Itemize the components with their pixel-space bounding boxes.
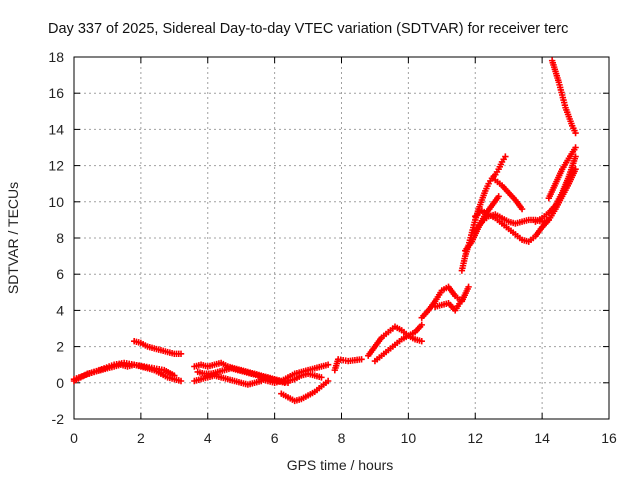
x-tick-label: 8: [338, 430, 346, 446]
chart-title: Day 337 of 2025, Sidereal Day-to-day VTE…: [48, 21, 568, 37]
series-track-7: [278, 377, 332, 405]
x-tick-label: 16: [601, 430, 617, 446]
series-track-3: [130, 337, 185, 358]
y-tick-label: 4: [56, 302, 64, 318]
series-track-13: [418, 283, 472, 321]
y-tick-label: 12: [48, 158, 64, 174]
axis-ticks: 0 2 4 6 8 10 12 14 16 -2 0 2 4 6 8 10 12 14 16 18: [48, 49, 617, 446]
series-track-12: [371, 321, 425, 365]
series-track-16: [462, 193, 502, 254]
data-point: [324, 377, 332, 385]
x-axis-label: GPS time / hours: [287, 457, 394, 473]
data-point: [177, 377, 185, 385]
data-point: [572, 144, 579, 151]
data-point: [465, 283, 472, 291]
series-track-5: [191, 372, 265, 388]
data-point: [318, 374, 325, 381]
data-point: [518, 205, 526, 213]
data-point: [502, 153, 509, 160]
series-track-23: [548, 57, 579, 137]
y-tick-label: 8: [56, 230, 64, 246]
data-point: [171, 372, 178, 379]
x-tick-label: 14: [534, 430, 550, 446]
y-tick-label: 0: [56, 375, 64, 391]
series-track-22: [545, 144, 579, 202]
series-track-21: [538, 166, 579, 231]
y-tick-label: 16: [48, 85, 64, 101]
data-points: [70, 57, 579, 405]
y-axis-label: SDTVAR / TECUs: [5, 182, 21, 294]
data-point: [324, 361, 332, 368]
data-point: [572, 129, 579, 137]
series-track-10: [331, 356, 365, 374]
grid-lines: [74, 57, 609, 419]
y-tick-label: -2: [52, 411, 65, 427]
series-track-19: [492, 176, 526, 213]
x-tick-label: 10: [401, 430, 417, 446]
series-track-18: [472, 207, 546, 245]
y-tick-label: 6: [56, 266, 64, 282]
data-point: [358, 356, 365, 363]
data-point: [458, 296, 466, 303]
data-point: [177, 350, 185, 358]
x-tick-label: 2: [137, 430, 145, 446]
data-point: [495, 193, 502, 200]
series-track-9: [284, 370, 325, 385]
data-point: [281, 379, 288, 386]
y-tick-label: 2: [56, 339, 64, 355]
y-tick-label: 14: [48, 121, 64, 137]
data-point: [418, 337, 425, 345]
x-tick-label: 0: [70, 430, 78, 446]
x-tick-label: 4: [204, 430, 212, 446]
y-tick-label: 18: [48, 49, 64, 65]
y-tick-label: 10: [48, 194, 64, 210]
series-track-14: [431, 296, 466, 314]
series-track-2: [70, 359, 178, 383]
x-tick-label: 6: [271, 430, 279, 446]
series-track-8: [258, 361, 332, 386]
data-point: [572, 153, 579, 160]
x-tick-label: 12: [467, 430, 483, 446]
data-point: [418, 321, 425, 329]
data-point: [572, 166, 579, 173]
